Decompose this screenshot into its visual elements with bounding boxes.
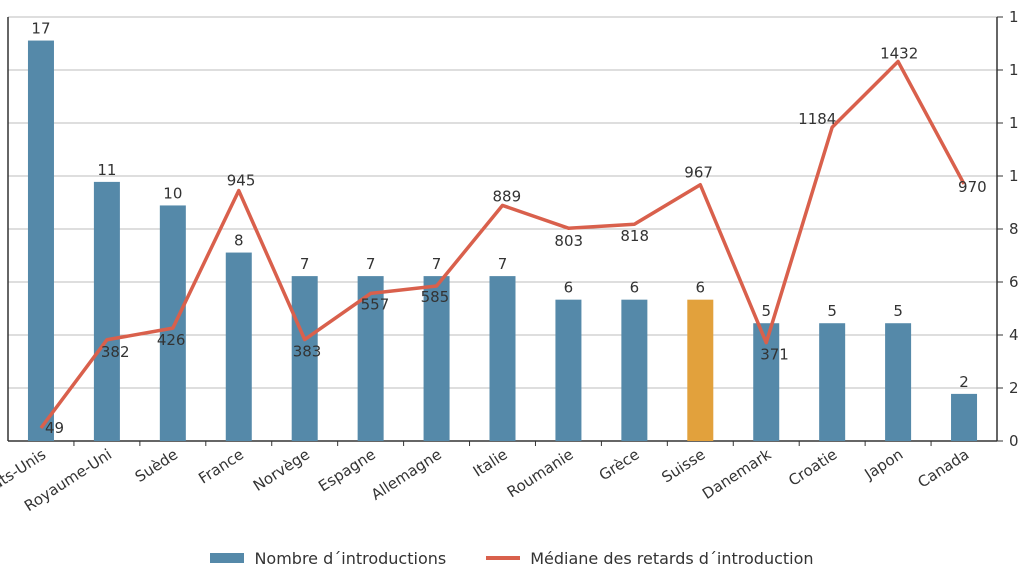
bar-value-label: 2 [959, 373, 969, 391]
bar-value-label: 5 [827, 302, 837, 320]
right-axis-tick-label: 1 [1009, 61, 1019, 79]
legend-item-line: Médiane des retards d´introduction [486, 548, 814, 568]
category-label: Danemark [699, 445, 775, 503]
line-value-label: 557 [361, 295, 390, 313]
line-value-label: 426 [157, 331, 186, 349]
line-value-label: 382 [101, 343, 130, 361]
category-label: Italie [470, 445, 511, 480]
line-series [39, 59, 966, 430]
bar-value-label: 10 [163, 184, 182, 202]
line-value-label: 585 [421, 288, 450, 306]
right-axis-tick-label: 6 [1009, 273, 1019, 291]
legend: Nombre d´introductions Médiane des retar… [0, 546, 1024, 570]
line-value-label: 383 [293, 343, 322, 361]
category-label: Suède [132, 445, 181, 486]
bar-value-label: 6 [696, 279, 706, 297]
line-value-label: 945 [227, 172, 256, 190]
bar [159, 205, 186, 441]
line-value-label: 967 [684, 164, 713, 182]
right-axis-tick-label: 2 [1009, 379, 1019, 397]
bar [357, 276, 384, 441]
right-axis-tick-label: 1 [1009, 8, 1019, 26]
bar [555, 299, 582, 441]
legend-swatch-bars [210, 553, 245, 563]
right-axis-tick-label: 8 [1009, 220, 1019, 238]
category-label: Croatie [785, 445, 840, 489]
category-label: Canada [915, 445, 973, 491]
category-label: Roumanie [504, 445, 577, 501]
bar [621, 299, 648, 441]
category-label: Allemagne [368, 445, 445, 504]
bar [687, 299, 714, 441]
category-label: Suisse [658, 445, 708, 486]
bar-value-label: 5 [761, 302, 771, 320]
right-axis-tick-label: 1 [1009, 114, 1019, 132]
line-value-label: 1432 [880, 45, 918, 63]
legend-label-line: Médiane des retards d´introduction [530, 548, 814, 568]
line-value-label: 1184 [798, 110, 836, 128]
right-axis-tick-label: 4 [1009, 326, 1019, 344]
bar [489, 276, 516, 441]
line-value-label: 371 [760, 346, 789, 364]
legend-swatch-line [486, 556, 521, 560]
right-axis-tick-label: 0 [1009, 432, 1019, 450]
bar [423, 276, 450, 441]
bar [291, 276, 318, 441]
bar-value-label: 17 [31, 20, 50, 38]
bar-value-label: 5 [893, 302, 903, 320]
right-axis-tick-label: 1 [1009, 167, 1019, 185]
line-value-label: 889 [493, 187, 522, 205]
category-label: France [195, 445, 247, 487]
category-label: Grèce [596, 445, 643, 484]
legend-item-bars: Nombre d´introductions [210, 549, 446, 568]
line-value-label: 803 [554, 232, 583, 250]
bar [951, 393, 978, 441]
bar-value-label: 6 [564, 279, 574, 297]
line-value-label: 818 [620, 227, 649, 245]
bar-value-label: 7 [366, 255, 376, 273]
bar-value-label: 8 [234, 232, 244, 250]
bar [225, 252, 252, 441]
bar-value-label: 6 [630, 279, 640, 297]
bar [819, 323, 846, 441]
line-value-label: 49 [45, 419, 64, 437]
legend-label-bars: Nombre d´introductions [254, 548, 447, 568]
category-label: Norvège [250, 445, 313, 495]
bar [27, 40, 54, 442]
line-value-label: 970 [958, 178, 987, 196]
category-label: Japon [861, 445, 907, 483]
bar-value-label: 7 [498, 255, 508, 273]
bar-value-label: 7 [432, 255, 442, 273]
bar [885, 323, 912, 441]
bar [93, 181, 120, 441]
bar-value-label: 7 [300, 255, 310, 273]
bar-value-label: 11 [97, 161, 116, 179]
